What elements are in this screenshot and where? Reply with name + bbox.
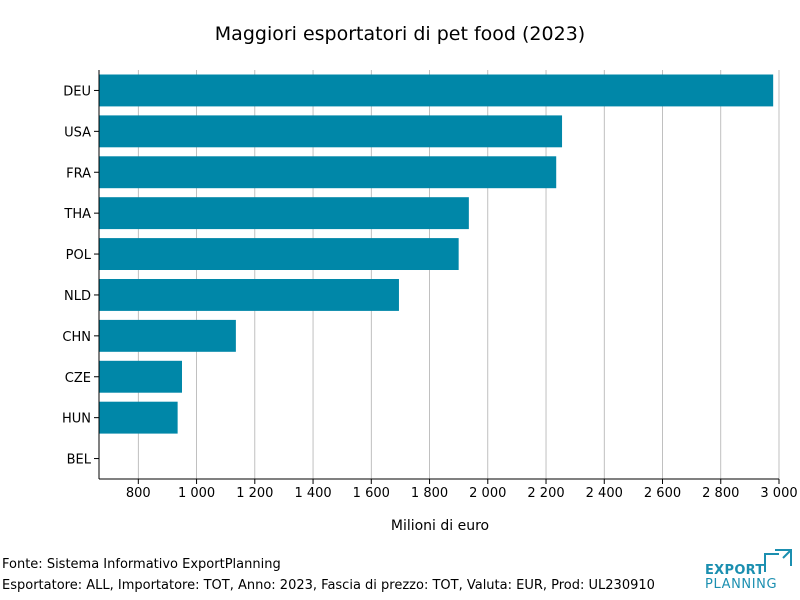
- bar-fra: [99, 156, 557, 189]
- details-note: Esportatore: ALL, Importatore: TOT, Anno…: [2, 578, 655, 593]
- y-tick-label: THA: [63, 207, 91, 222]
- y-tick-label: USA: [64, 125, 91, 140]
- source-note: Fonte: Sistema Informativo ExportPlannin…: [2, 557, 281, 572]
- bar-deu: [99, 74, 774, 107]
- exportplanning-logo: EXPORT PLANNING: [705, 546, 797, 594]
- bar-cze: [99, 360, 182, 393]
- x-tick-label: 1 600: [353, 486, 390, 501]
- logo-export-text: EXPORT: [705, 563, 765, 578]
- x-tick-label: 2 800: [702, 486, 739, 501]
- y-tick-label: BEL: [67, 453, 92, 468]
- x-tick-label: 2 600: [644, 486, 681, 501]
- bar-nld: [99, 278, 399, 311]
- x-tick-label: 3 000: [760, 486, 797, 501]
- x-tick-label: 2 000: [469, 486, 506, 501]
- y-tick-label: HUN: [62, 412, 91, 427]
- y-tick-label: NLD: [64, 289, 91, 304]
- bar-chn: [99, 319, 236, 352]
- bar-pol: [99, 238, 459, 271]
- x-axis-label: Milioni di euro: [391, 518, 489, 534]
- bar-usa: [99, 115, 563, 148]
- y-tick-label: FRA: [66, 166, 91, 181]
- x-tick-label: 1 200: [236, 486, 273, 501]
- bar-hun: [99, 401, 178, 434]
- x-tick-label: 1 400: [294, 486, 331, 501]
- axes: 800 1 000 1 200 1 400 1 600 1 800 2 000 2 200 2 …: [62, 70, 798, 501]
- x-tick-label: 800: [126, 486, 151, 501]
- bars: [99, 74, 774, 434]
- chart-title: Maggiori esportatori di pet food (2023): [215, 23, 585, 45]
- logo-planning-text: PLANNING: [705, 577, 778, 592]
- x-tick-label: 2 200: [527, 486, 564, 501]
- x-tick-label: 2 400: [586, 486, 623, 501]
- logo-arrow-icon: [764, 549, 792, 572]
- y-tick-label: CHN: [62, 330, 91, 345]
- y-tick-label: DEU: [63, 84, 91, 99]
- x-tick-label: 1 800: [411, 486, 448, 501]
- x-tick-label: 1 000: [178, 486, 215, 501]
- y-tick-label: POL: [66, 248, 92, 263]
- bar-tha: [99, 197, 469, 230]
- y-tick-label: CZE: [65, 371, 91, 386]
